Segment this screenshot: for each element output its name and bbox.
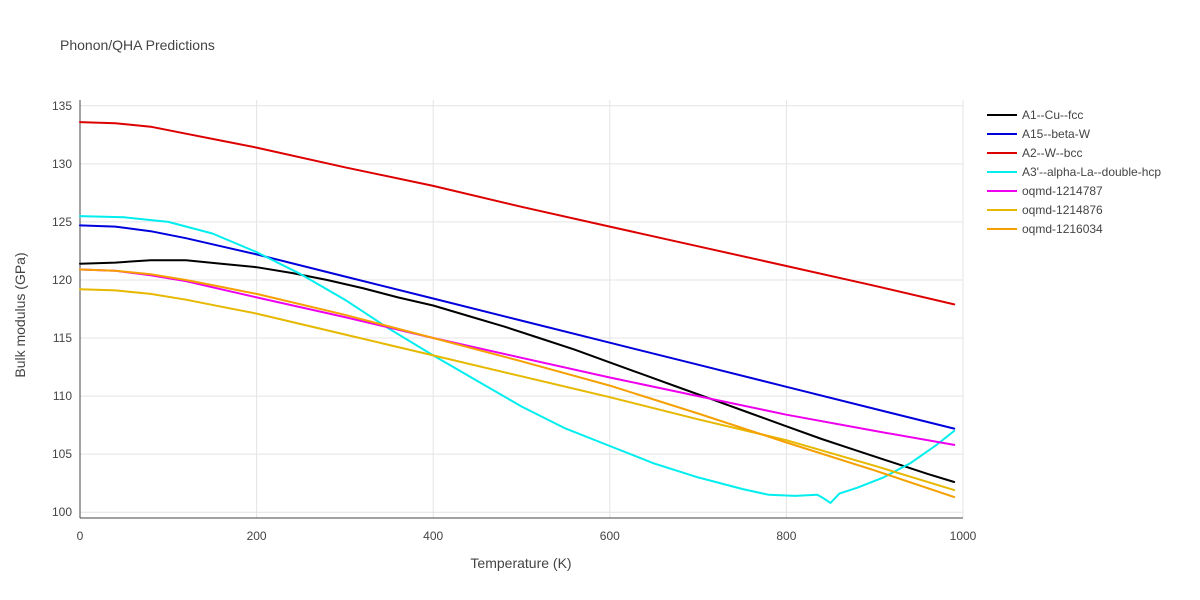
x-tick-label: 1000 — [950, 529, 977, 543]
x-axis-title: Temperature (K) — [470, 555, 571, 571]
series-line-0[interactable] — [79, 259, 956, 483]
legend-label: oqmd-1216034 — [1022, 222, 1103, 236]
y-tick-label: 115 — [53, 331, 72, 345]
legend-item-3[interactable]: A3'--alpha-La--double-hcp — [987, 165, 1161, 179]
legend-label: A3'--alpha-La--double-hcp — [1022, 165, 1161, 179]
x-tick-label: 800 — [776, 529, 796, 543]
legend-label: A2--W--bcc — [1022, 146, 1082, 160]
legend-item-1[interactable]: A15--beta-W — [987, 127, 1091, 141]
y-tick-label: 120 — [52, 273, 72, 287]
legend-item-0[interactable]: A1--Cu--fcc — [987, 108, 1083, 122]
x-tick-label: 600 — [600, 529, 620, 543]
y-tick-label: 105 — [52, 447, 72, 461]
legend-label: oqmd-1214787 — [1022, 184, 1103, 198]
y-axis-title: Bulk modulus (GPa) — [12, 252, 28, 377]
legend-label: A1--Cu--fcc — [1022, 108, 1083, 122]
legend[interactable]: A1--Cu--fcc A15--beta-W A2--W--bcc A3'--alp… — [987, 108, 1161, 236]
y-tick-label: 100 — [52, 505, 72, 519]
series-layer — [79, 121, 956, 504]
legend-label: oqmd-1214876 — [1022, 203, 1103, 217]
legend-label: A15--beta-W — [1022, 127, 1091, 141]
legend-item-2[interactable]: A2--W--bcc — [987, 146, 1082, 160]
legend-item-4[interactable]: oqmd-1214787 — [987, 184, 1103, 198]
legend-item-5[interactable]: oqmd-1214876 — [987, 203, 1103, 217]
x-tick-label: 0 — [77, 529, 84, 543]
y-tick-label: 135 — [52, 99, 72, 113]
series-line-6[interactable] — [79, 268, 956, 499]
axis-layer: 0 200 400 600 800 1000 100 105 110 115 120 125 130 13… — [52, 99, 977, 543]
series-line-3[interactable] — [79, 215, 956, 504]
y-tick-label: 125 — [52, 215, 72, 229]
legend-item-6[interactable]: oqmd-1216034 — [987, 222, 1103, 236]
series-line-1[interactable] — [79, 224, 956, 430]
grid-layer — [79, 100, 964, 518]
y-tick-label: 110 — [53, 389, 72, 403]
x-tick-label: 400 — [423, 529, 443, 543]
series-line-4[interactable] — [79, 268, 956, 446]
x-tick-label: 200 — [247, 529, 267, 543]
chart-title: Phonon/QHA Predictions — [60, 37, 215, 53]
series-line-2[interactable] — [79, 121, 956, 306]
y-tick-label: 130 — [52, 157, 72, 171]
